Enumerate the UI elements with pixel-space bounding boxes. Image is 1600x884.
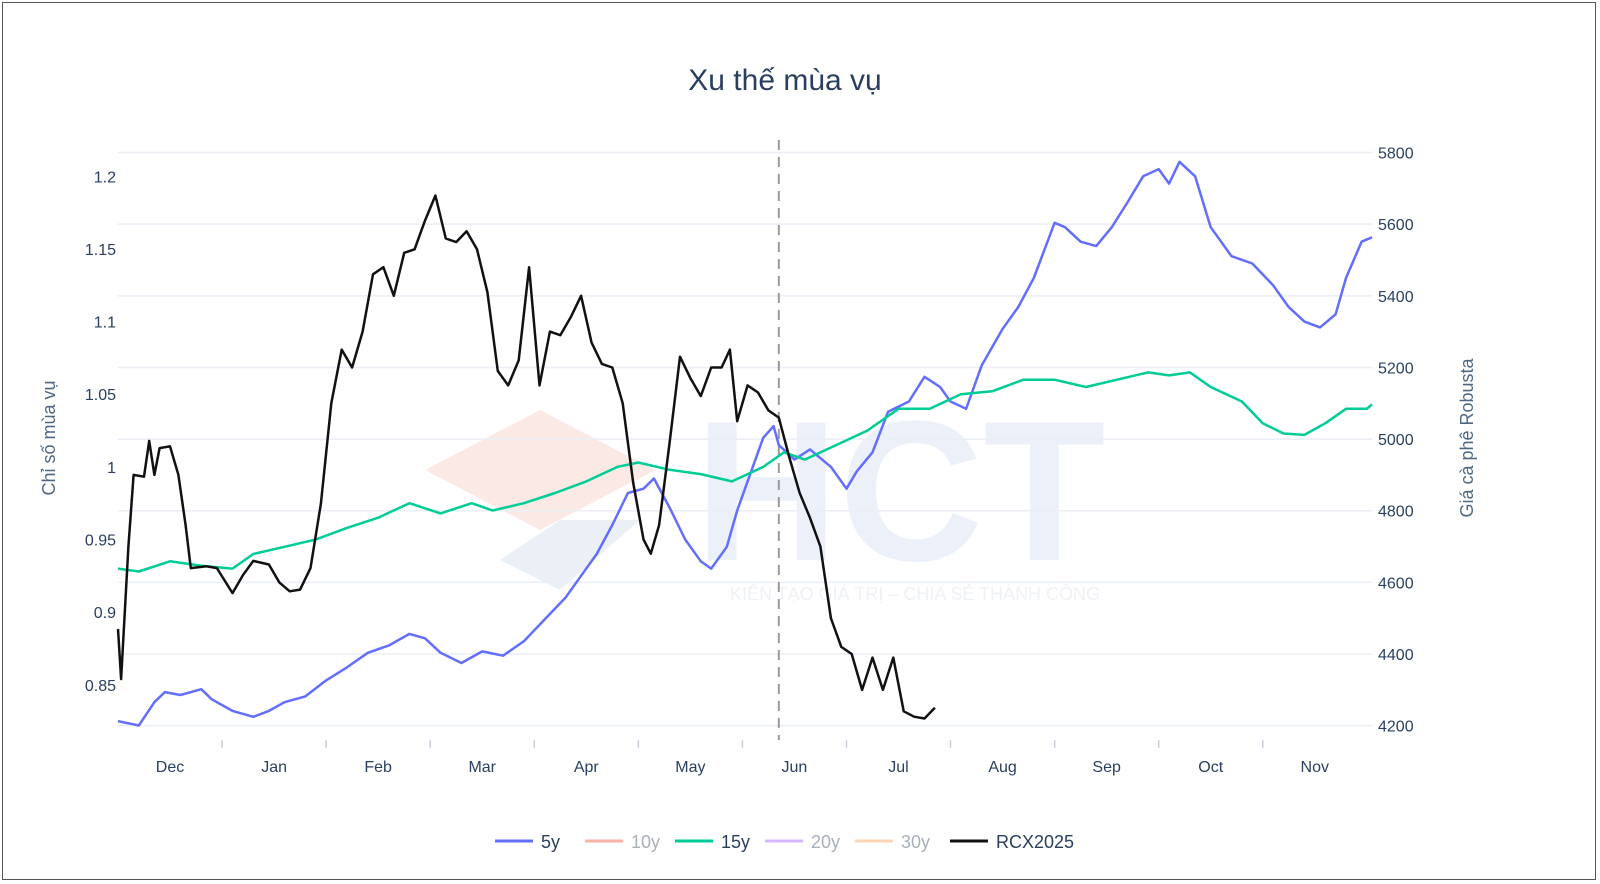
y-left-tick-label: 1.05 xyxy=(85,387,116,404)
x-tick-label: Apr xyxy=(574,759,600,776)
legend: 5y 10y 15y 20y 30y RCX2025 xyxy=(495,832,1074,852)
x-axis: Dec Jan Feb Mar Apr May Jun Jul Aug Sep Oct Nov xyxy=(156,740,1329,776)
legend-item-rcx2025: RCX2025 xyxy=(950,832,1074,852)
x-tick-label: Nov xyxy=(1301,759,1329,776)
y-axis-left-title: Chỉ số mùa vụ xyxy=(39,380,59,495)
y-axis-right: 4200 4400 4600 4800 5000 5200 5400 5600 5800 xyxy=(1378,146,1414,736)
x-tick-label: May xyxy=(675,759,705,776)
y-right-tick-label: 4600 xyxy=(1378,575,1414,592)
series-line-rcx2025 xyxy=(116,194,936,720)
y-right-tick-label: 5600 xyxy=(1378,217,1414,234)
y-right-tick-label: 5000 xyxy=(1378,432,1414,449)
legend-label: 15y xyxy=(721,832,750,852)
legend-label: RCX2025 xyxy=(996,832,1074,852)
watermark-wordmark: HCT xyxy=(694,380,1105,603)
legend-item-30y: 30y xyxy=(855,832,930,852)
chart-title: Xu thế mùa vụ xyxy=(688,64,881,97)
y-axis-right-title: Giá cà phê Robusta xyxy=(1457,357,1477,517)
legend-item-10y: 10y xyxy=(585,832,660,852)
legend-label: 5y xyxy=(541,832,560,852)
x-tick-label: Jun xyxy=(782,759,808,776)
x-tick-label: Mar xyxy=(468,759,496,776)
watermark-tagline: KIẾN TẠO GIÁ TRỊ – CHIA SẺ THÀNH CÔNG xyxy=(730,583,1100,604)
y-left-tick-label: 0.95 xyxy=(85,533,116,550)
x-tick-label: Aug xyxy=(988,759,1016,776)
legend-label: 20y xyxy=(811,832,840,852)
series-lines xyxy=(116,160,1373,727)
y-left-tick-label: 0.85 xyxy=(85,678,116,695)
y-left-tick-label: 1.15 xyxy=(85,242,116,259)
y-left-tick-label: 1.2 xyxy=(94,169,116,186)
watermark-diamond-bottom xyxy=(500,520,640,590)
y-right-tick-label: 5800 xyxy=(1378,146,1414,163)
y-right-tick-label: 5400 xyxy=(1378,289,1414,306)
x-tick-label: Feb xyxy=(364,759,392,776)
y-right-tick-label: 4200 xyxy=(1378,719,1414,736)
y-left-tick-label: 1 xyxy=(107,460,116,477)
y-right-tick-label: 5200 xyxy=(1378,360,1414,377)
x-tick-label: Jul xyxy=(888,759,908,776)
legend-label: 30y xyxy=(901,832,930,852)
watermark-diamond-top xyxy=(425,410,655,530)
legend-item-5y: 5y xyxy=(495,832,560,852)
y-right-tick-label: 4400 xyxy=(1378,647,1414,664)
series-line-15y xyxy=(117,371,1373,573)
legend-item-20y: 20y xyxy=(765,832,840,852)
series-line-5y xyxy=(117,160,1373,727)
y-left-tick-label: 0.9 xyxy=(94,605,116,622)
legend-label: 10y xyxy=(631,832,660,852)
x-tick-label: Jan xyxy=(261,759,287,776)
x-tick-label: Oct xyxy=(1198,759,1223,776)
y-axis-left: 0.85 0.9 0.95 1 1.05 1.1 1.15 1.2 xyxy=(85,169,116,694)
x-tick-label: Dec xyxy=(156,759,184,776)
y-left-tick-label: 1.1 xyxy=(94,315,116,332)
watermark-logo: HCT KIẾN TẠO GIÁ TRỊ – CHIA SẺ THÀNH CÔN… xyxy=(425,380,1106,604)
y-right-tick-label: 4800 xyxy=(1378,504,1414,521)
legend-item-15y: 15y xyxy=(675,832,750,852)
x-tick-label: Sep xyxy=(1092,759,1121,776)
grid-lines xyxy=(118,151,1372,727)
